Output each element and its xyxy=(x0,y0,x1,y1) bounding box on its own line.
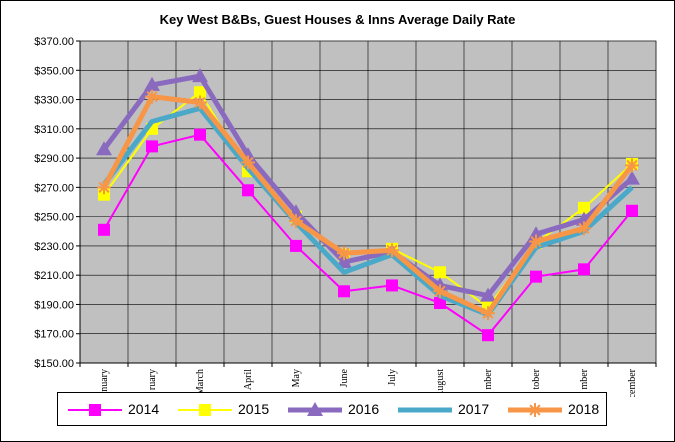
y-tick-label: $270.00 xyxy=(34,182,74,194)
y-tick-label: $230.00 xyxy=(34,241,74,253)
data-point xyxy=(98,223,110,236)
series-layer xyxy=(96,68,640,342)
series-2018 xyxy=(97,89,639,321)
data-point xyxy=(241,155,255,170)
series-line-2016 xyxy=(101,73,634,299)
legend-label: 2016 xyxy=(348,401,380,417)
legend-item-2017: 2017 xyxy=(396,393,506,427)
series-line-2014 xyxy=(103,133,633,337)
data-point xyxy=(242,184,254,197)
legend-label: 2015 xyxy=(238,401,270,417)
data-point xyxy=(481,306,495,321)
series-line-2018 xyxy=(101,94,634,316)
legend-label: 2018 xyxy=(568,401,600,417)
legend-label: 2014 xyxy=(128,401,160,417)
data-point xyxy=(96,141,112,156)
x-tick-label: ruary xyxy=(147,369,158,390)
data-point xyxy=(199,404,211,416)
y-axis-tick-labels: $370.00 $350.00 $330.00 $310.00 $290.00 $270.… xyxy=(34,36,74,370)
legend: 2014 2015 2016 2017 2018 xyxy=(57,392,607,426)
data-point xyxy=(529,234,543,249)
y-tick-label: $170.00 xyxy=(34,329,74,341)
x-axis-tick-labels: nuary ruary March April May June July August mbe… xyxy=(99,368,638,410)
data-point xyxy=(530,270,542,283)
data-point xyxy=(193,95,207,110)
data-point xyxy=(624,170,640,185)
legend-swatch xyxy=(68,404,122,416)
y-tick-label: $350.00 xyxy=(34,65,74,77)
legend-swatch xyxy=(288,402,342,416)
data-point xyxy=(144,76,160,91)
x-tick-label: March xyxy=(195,369,206,395)
legend-item-2016: 2016 xyxy=(286,393,396,427)
x-tick-label: tober xyxy=(531,368,542,389)
y-tick-label: $330.00 xyxy=(34,95,74,107)
data-point xyxy=(434,266,446,279)
series-2014 xyxy=(98,128,638,342)
data-point xyxy=(386,279,398,292)
data-point xyxy=(433,284,447,299)
data-point xyxy=(192,68,208,83)
series-2017 xyxy=(102,105,634,318)
data-point xyxy=(385,243,399,258)
data-point xyxy=(625,158,639,173)
data-point xyxy=(290,239,302,252)
data-point xyxy=(194,86,206,99)
y-tick-label: $370.00 xyxy=(34,36,74,48)
legend-label: 2017 xyxy=(458,401,490,417)
x-tick-label: July xyxy=(387,369,398,386)
x-tick-label: August xyxy=(435,369,446,398)
y-tick-label: $210.00 xyxy=(34,270,74,282)
legend-item-2018: 2018 xyxy=(506,393,616,427)
legend-swatch xyxy=(398,407,452,413)
axes xyxy=(76,40,657,367)
data-point xyxy=(97,180,111,195)
data-point xyxy=(146,122,158,135)
data-point xyxy=(307,402,323,416)
data-point xyxy=(577,221,591,236)
chart-title: Key West B&Bs, Guest Houses & Inns Avera… xyxy=(159,12,516,27)
x-tick-label: December xyxy=(627,368,638,410)
x-tick-label: May xyxy=(291,369,302,387)
y-tick-label: $290.00 xyxy=(34,153,74,165)
data-point xyxy=(146,140,158,153)
legend-swatch xyxy=(508,403,562,417)
series-line-2017 xyxy=(102,105,634,318)
y-tick-label: $150.00 xyxy=(34,358,74,370)
data-point xyxy=(338,285,350,298)
x-tick-label-group: nuary ruary March April May June July August mbe… xyxy=(99,368,638,410)
data-point xyxy=(480,287,496,302)
x-tick-label: June xyxy=(339,368,350,387)
x-tick-label: April xyxy=(243,369,254,390)
legend-item-2015: 2015 xyxy=(176,393,286,427)
x-tick-label: mber xyxy=(483,368,494,389)
data-point xyxy=(145,89,159,104)
data-point xyxy=(578,263,590,276)
y-tick-label: $190.00 xyxy=(34,299,74,311)
data-point xyxy=(626,204,638,217)
data-point xyxy=(194,128,206,141)
data-point xyxy=(482,329,494,342)
y-tick-label: $250.00 xyxy=(34,212,74,224)
x-tick-label: nuary xyxy=(99,369,110,392)
x-tick-label: mber xyxy=(579,368,590,389)
legend-item-2014: 2014 xyxy=(66,393,176,427)
y-tick-label: $310.00 xyxy=(34,124,74,136)
data-point xyxy=(528,403,542,417)
legend-swatch xyxy=(178,404,232,416)
data-point xyxy=(89,404,101,416)
data-point xyxy=(337,246,351,261)
data-point xyxy=(434,296,446,309)
data-point xyxy=(578,201,590,214)
data-point xyxy=(289,214,303,229)
